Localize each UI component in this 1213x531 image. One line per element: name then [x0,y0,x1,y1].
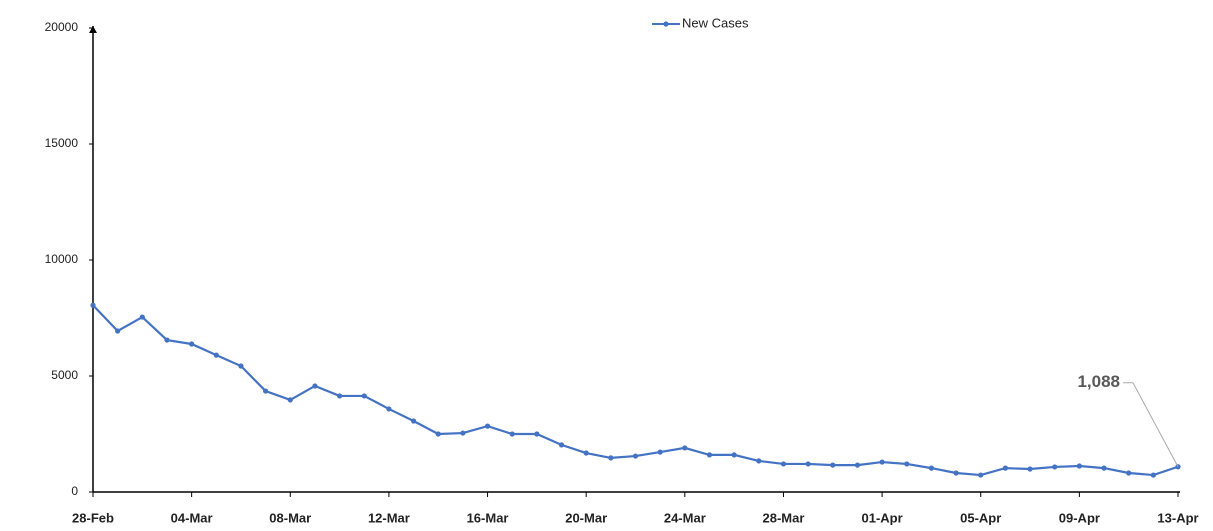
label-leader [1132,382,1179,467]
point [830,462,836,468]
point [632,453,639,459]
point [509,431,515,437]
point [805,461,811,467]
x-tick-label: 24-Mar [664,510,706,525]
legend-label: New Cases [682,15,749,30]
point [780,461,787,467]
point [879,459,885,465]
y-tick-label: 15000 [45,136,79,150]
point [336,393,343,399]
point [189,341,195,347]
x-tick-label: 12-Mar [368,510,410,525]
point [460,430,466,436]
point [139,314,145,320]
point [928,465,935,471]
x-tick-label: 20-Mar [565,510,607,525]
point [1126,470,1132,476]
y-tick-label: 10000 [45,252,79,266]
point [706,452,713,458]
data-label: 1,088 [1077,372,1120,391]
point [386,406,392,412]
point [953,470,959,476]
point [657,449,663,455]
point [435,431,441,437]
point [534,431,540,437]
point [238,363,244,369]
point [164,337,170,343]
x-tick-label: 08-Mar [269,510,311,525]
point [312,383,318,389]
point [1027,466,1033,472]
series-line [92,304,1179,477]
x-tick-label: 16-Mar [467,510,509,525]
point [1002,465,1008,471]
x-tick-label: 05-Apr [960,510,1001,525]
point [904,461,910,467]
y-tick-label: 0 [71,484,78,498]
y-tick-label: 5000 [51,368,78,382]
x-tick-label: 01-Apr [861,510,902,525]
point [682,445,688,451]
x-tick-label: 09-Apr [1059,510,1100,525]
point [1052,464,1058,470]
point [978,472,984,478]
x-tick-label: 13-Apr [1157,510,1198,525]
point [731,452,737,458]
point [115,328,121,334]
x-tick-label: 28-Mar [762,510,804,525]
point [1076,463,1082,469]
point [263,388,269,394]
y-tick-label: 20000 [45,20,79,34]
legend-marker [663,21,669,27]
point [608,455,614,461]
point [361,393,367,399]
point [583,450,589,456]
point [1101,465,1107,471]
point [287,397,293,403]
point [558,442,565,448]
point [854,462,861,468]
point [410,418,417,424]
point [90,302,96,308]
point [756,458,762,464]
point [213,352,219,358]
x-tick-label: 04-Mar [171,510,213,525]
point [1150,472,1156,478]
x-tick-label: 28-Feb [72,510,114,525]
y-axis-arrow [89,26,97,33]
point [484,423,491,429]
